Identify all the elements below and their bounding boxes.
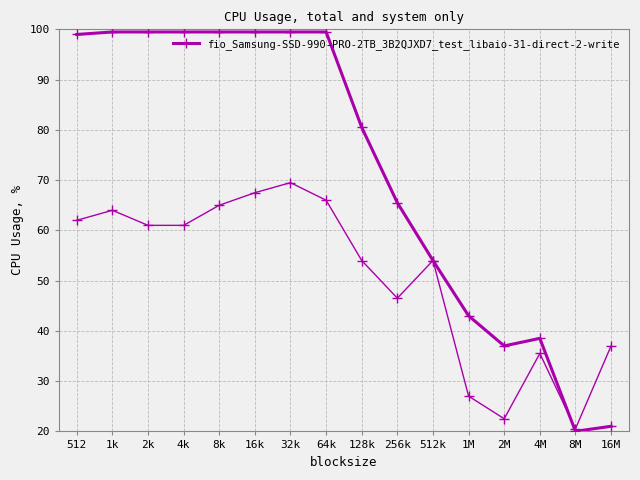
fio_Samsung-SSD-990-PRO-2TB_3B2QJXD7_test_libaio-31-direct-2-write: [572, 429, 579, 434]
fio_Samsung-SSD-990-PRO-2TB_3B2QJXD7_test_libaio-31-direct-2-write: [536, 336, 543, 341]
fio_Samsung-SSD-990-PRO-2TB_3B2QJXD7_test_libaio-31-direct-2-write: [323, 29, 330, 35]
Title: CPU Usage, total and system only: CPU Usage, total and system only: [224, 11, 464, 24]
fio_Samsung-SSD-990-PRO-2TB_3B2QJXD7_test_libaio-31-direct-2-write: [180, 29, 188, 35]
fio_Samsung-SSD-990-PRO-2TB_3B2QJXD7_test_libaio-31-direct-2-write: [429, 258, 437, 264]
fio_Samsung-SSD-990-PRO-2TB_3B2QJXD7_test_libaio-31-direct-2-write: [216, 29, 223, 35]
fio_Samsung-SSD-990-PRO-2TB_3B2QJXD7_test_libaio-31-direct-2-write: [607, 423, 615, 429]
fio_Samsung-SSD-990-PRO-2TB_3B2QJXD7_test_libaio-31-direct-2-write: [500, 343, 508, 349]
fio_Samsung-SSD-990-PRO-2TB_3B2QJXD7_test_libaio-31-direct-2-write: [358, 124, 365, 130]
fio_Samsung-SSD-990-PRO-2TB_3B2QJXD7_test_libaio-31-direct-2-write: [109, 29, 116, 35]
Line: fio_Samsung-SSD-990-PRO-2TB_3B2QJXD7_test_libaio-31-direct-2-write: fio_Samsung-SSD-990-PRO-2TB_3B2QJXD7_tes…: [72, 27, 616, 436]
X-axis label: blocksize: blocksize: [310, 456, 378, 469]
Legend: fio_Samsung-SSD-990-PRO-2TB_3B2QJXD7_test_libaio-31-direct-2-write: fio_Samsung-SSD-990-PRO-2TB_3B2QJXD7_tes…: [168, 35, 624, 54]
fio_Samsung-SSD-990-PRO-2TB_3B2QJXD7_test_libaio-31-direct-2-write: [251, 29, 259, 35]
fio_Samsung-SSD-990-PRO-2TB_3B2QJXD7_test_libaio-31-direct-2-write: [144, 29, 152, 35]
fio_Samsung-SSD-990-PRO-2TB_3B2QJXD7_test_libaio-31-direct-2-write: [287, 29, 294, 35]
fio_Samsung-SSD-990-PRO-2TB_3B2QJXD7_test_libaio-31-direct-2-write: [73, 32, 81, 37]
fio_Samsung-SSD-990-PRO-2TB_3B2QJXD7_test_libaio-31-direct-2-write: [394, 200, 401, 205]
fio_Samsung-SSD-990-PRO-2TB_3B2QJXD7_test_libaio-31-direct-2-write: [465, 313, 472, 319]
Y-axis label: CPU Usage, %: CPU Usage, %: [11, 185, 24, 276]
